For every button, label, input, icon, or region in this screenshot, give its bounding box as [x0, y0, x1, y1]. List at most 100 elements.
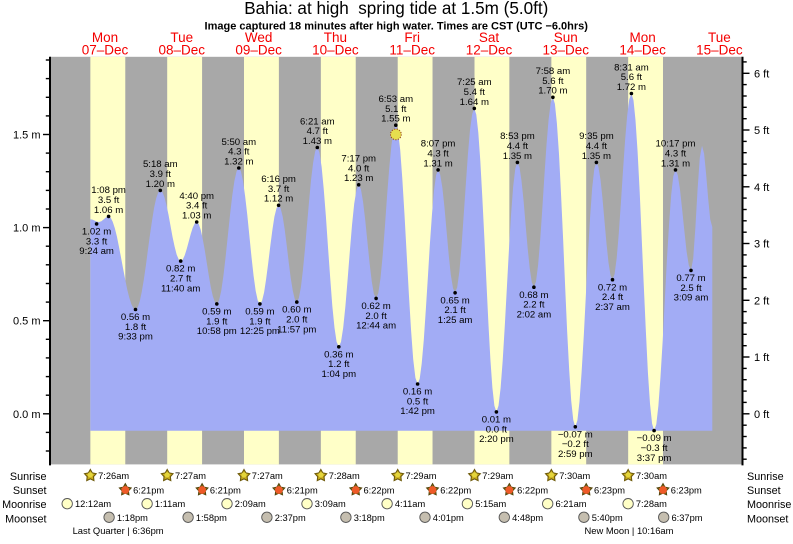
- svg-text:4:01pm: 4:01pm: [433, 513, 464, 523]
- svg-text:2:59 pm: 2:59 pm: [558, 449, 593, 460]
- svg-text:1.06 m: 1.06 m: [94, 205, 123, 216]
- svg-text:6:22pm: 6:22pm: [440, 485, 471, 495]
- svg-text:5.4 ft: 5.4 ft: [464, 87, 486, 98]
- svg-text:5:50 am: 5:50 am: [221, 137, 256, 148]
- svg-text:3.9 ft: 3.9 ft: [150, 169, 172, 180]
- svg-text:4.3 ft: 4.3 ft: [228, 147, 250, 158]
- svg-text:5 ft: 5 ft: [754, 125, 769, 137]
- svg-text:1.02 m: 1.02 m: [82, 227, 111, 238]
- svg-text:Sunrise: Sunrise: [10, 471, 47, 483]
- svg-text:0.5 ft: 0.5 ft: [407, 396, 429, 407]
- svg-text:Image captured 18 minutes afte: Image captured 18 minutes after high wat…: [205, 21, 589, 33]
- svg-text:7:30am: 7:30am: [636, 471, 667, 481]
- svg-text:4.7 ft: 4.7 ft: [307, 126, 329, 137]
- svg-text:−0.09 m: −0.09 m: [637, 433, 672, 444]
- svg-text:7:26am: 7:26am: [98, 471, 129, 481]
- svg-text:12:12am: 12:12am: [75, 499, 111, 509]
- svg-text:1.12 m: 1.12 m: [264, 194, 293, 205]
- svg-text:6:23pm: 6:23pm: [594, 485, 625, 495]
- svg-text:0.16 m: 0.16 m: [403, 387, 432, 398]
- svg-text:4:40 pm: 4:40 pm: [179, 191, 214, 202]
- svg-text:4.3 ft: 4.3 ft: [427, 149, 449, 160]
- svg-text:0.68 m: 0.68 m: [519, 290, 548, 301]
- svg-text:1:11am: 1:11am: [155, 499, 186, 509]
- svg-text:6:16 pm: 6:16 pm: [261, 174, 296, 185]
- svg-text:11–Dec: 11–Dec: [389, 43, 435, 58]
- svg-text:0.65 m: 0.65 m: [440, 295, 469, 306]
- svg-text:1 ft: 1 ft: [754, 352, 769, 364]
- svg-text:1:04 pm: 1:04 pm: [321, 369, 356, 380]
- svg-text:1.9 ft: 1.9 ft: [206, 316, 228, 327]
- svg-text:8:07 pm: 8:07 pm: [421, 139, 456, 150]
- svg-text:7:28am: 7:28am: [636, 499, 667, 509]
- svg-text:12:44 am: 12:44 am: [356, 321, 396, 332]
- svg-text:10–Dec: 10–Dec: [312, 43, 359, 58]
- svg-text:6 ft: 6 ft: [754, 68, 769, 80]
- svg-text:3:09 am: 3:09 am: [674, 293, 709, 304]
- svg-text:3.7 ft: 3.7 ft: [268, 184, 290, 195]
- svg-text:2.7 ft: 2.7 ft: [170, 274, 192, 285]
- svg-text:4.4 ft: 4.4 ft: [507, 141, 529, 152]
- svg-text:Sat: Sat: [479, 30, 500, 45]
- svg-text:7:29am: 7:29am: [482, 471, 513, 481]
- svg-text:9:35 pm: 9:35 pm: [579, 131, 614, 142]
- svg-text:0.59 m: 0.59 m: [202, 307, 231, 318]
- svg-text:2.0 ft: 2.0 ft: [365, 311, 387, 322]
- svg-text:13–Dec: 13–Dec: [543, 43, 590, 58]
- svg-text:2:37pm: 2:37pm: [275, 513, 306, 523]
- svg-text:09–Dec: 09–Dec: [235, 43, 282, 58]
- svg-text:0.72 m: 0.72 m: [598, 282, 627, 293]
- svg-text:1:58pm: 1:58pm: [196, 513, 227, 523]
- svg-text:4:48pm: 4:48pm: [512, 513, 543, 523]
- svg-text:7:28am: 7:28am: [329, 471, 360, 481]
- svg-text:Mon: Mon: [629, 30, 655, 45]
- svg-text:2:20 pm: 2:20 pm: [479, 434, 514, 445]
- svg-text:0.77 m: 0.77 m: [676, 273, 705, 284]
- svg-text:5:18 am: 5:18 am: [143, 159, 178, 170]
- svg-text:Sun: Sun: [554, 30, 578, 45]
- svg-text:3.4 ft: 3.4 ft: [186, 201, 208, 212]
- svg-text:0.01 m: 0.01 m: [482, 415, 511, 426]
- svg-text:7:25 am: 7:25 am: [457, 77, 492, 88]
- svg-text:Sunrise: Sunrise: [747, 471, 784, 483]
- svg-text:Tue: Tue: [170, 30, 193, 45]
- svg-text:7:58 am: 7:58 am: [536, 66, 571, 77]
- svg-text:0.56 m: 0.56 m: [121, 312, 150, 323]
- svg-text:7:17 pm: 7:17 pm: [341, 154, 376, 165]
- svg-text:6:21am: 6:21am: [556, 499, 587, 509]
- svg-text:Wed: Wed: [245, 30, 273, 45]
- svg-text:1.03 m: 1.03 m: [182, 210, 211, 221]
- svg-text:Bahia: at high spring tide at: Bahia: at high spring tide at 1.5m (5.0f…: [244, 0, 548, 18]
- svg-text:7:27am: 7:27am: [252, 471, 283, 481]
- svg-text:11:40 am: 11:40 am: [161, 283, 200, 294]
- svg-text:0 ft: 0 ft: [754, 409, 769, 421]
- svg-text:1.55 m: 1.55 m: [381, 114, 410, 125]
- svg-text:2.2 ft: 2.2 ft: [523, 300, 545, 311]
- svg-text:6:21pm: 6:21pm: [287, 485, 318, 495]
- svg-text:−0.2 ft: −0.2 ft: [562, 439, 589, 450]
- svg-text:1:08 pm: 1:08 pm: [91, 185, 126, 196]
- svg-text:0.0 m: 0.0 m: [13, 409, 41, 421]
- svg-text:2:02 am: 2:02 am: [517, 309, 552, 320]
- svg-text:3:18pm: 3:18pm: [354, 513, 385, 523]
- svg-text:14–Dec: 14–Dec: [619, 43, 666, 58]
- svg-text:0.5 m: 0.5 m: [13, 316, 41, 328]
- svg-text:0.36 m: 0.36 m: [324, 349, 353, 360]
- svg-text:5.1 ft: 5.1 ft: [385, 104, 407, 115]
- svg-text:10:58 pm: 10:58 pm: [197, 326, 237, 337]
- svg-text:Moonrise: Moonrise: [747, 499, 791, 511]
- svg-text:1.0 m: 1.0 m: [13, 223, 41, 235]
- svg-text:Last Quarter | 6:36pm: Last Quarter | 6:36pm: [73, 525, 164, 536]
- svg-text:4.4 ft: 4.4 ft: [586, 141, 608, 152]
- svg-text:6:21pm: 6:21pm: [210, 485, 241, 495]
- svg-text:Moonset: Moonset: [747, 513, 788, 525]
- svg-text:3:09am: 3:09am: [315, 499, 346, 509]
- svg-text:1.72 m: 1.72 m: [617, 82, 646, 93]
- svg-text:8:31 am: 8:31 am: [614, 62, 649, 73]
- svg-text:3:37 pm: 3:37 pm: [637, 453, 672, 464]
- svg-text:New Moon | 10:16am: New Moon | 10:16am: [585, 525, 674, 536]
- svg-text:6:21pm: 6:21pm: [133, 485, 164, 495]
- svg-text:0.0 ft: 0.0 ft: [486, 424, 508, 435]
- svg-text:7:29am: 7:29am: [406, 471, 437, 481]
- svg-text:Mon: Mon: [92, 30, 118, 45]
